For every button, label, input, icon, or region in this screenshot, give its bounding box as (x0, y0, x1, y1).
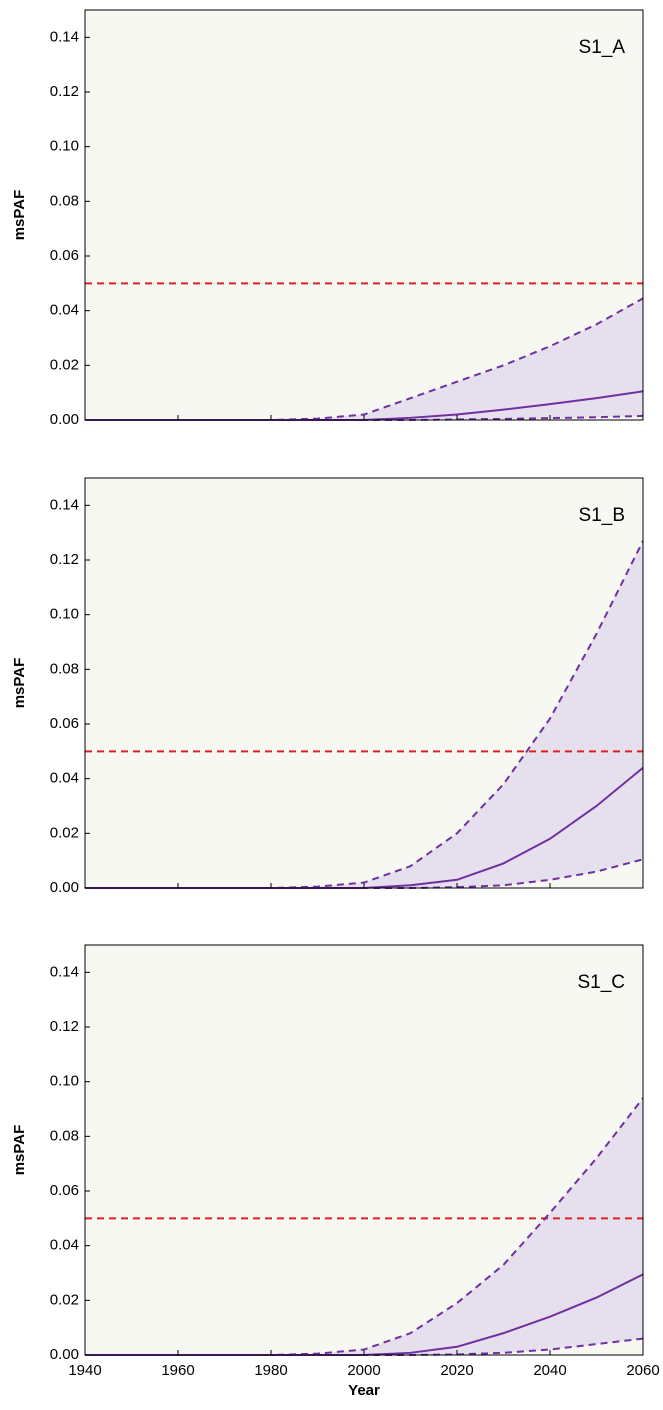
y-tick-label: 0.12 (50, 1018, 79, 1035)
y-axis-label: msPAF (11, 1125, 28, 1176)
y-tick-label: 0.00 (50, 879, 79, 896)
y-tick-label: 0.00 (50, 1346, 79, 1363)
y-tick-label: 0.14 (50, 963, 79, 980)
x-tick-label: 2060 (626, 1362, 659, 1379)
x-tick-label: 2000 (347, 1362, 380, 1379)
y-tick-label: 0.14 (50, 496, 79, 513)
y-tick-label: 0.04 (50, 302, 79, 319)
y-tick-label: 0.06 (50, 715, 79, 732)
y-tick-label: 0.02 (50, 824, 79, 841)
y-tick-label: 0.10 (50, 1073, 79, 1090)
bound-line (85, 297, 644, 421)
y-axis-label: msPAF (11, 658, 28, 709)
y-tick-label: 0.06 (50, 247, 79, 264)
y-tick-label: 0.12 (50, 551, 79, 568)
y-tick-label: 0.12 (50, 83, 79, 100)
y-tick-label: 0.02 (50, 356, 79, 373)
y-tick-label: 0.04 (50, 1237, 79, 1254)
bound-line (85, 1097, 644, 1356)
y-tick-label: 0.06 (50, 1182, 79, 1199)
y-tick-label: 0.02 (50, 1291, 79, 1308)
y-tick-label: 0.10 (50, 606, 79, 623)
panel-label: S1_B (579, 505, 625, 526)
y-tick-label: 0.04 (50, 770, 79, 787)
band (85, 1098, 643, 1355)
bound-line (85, 540, 644, 889)
x-axis-label: Year (348, 1382, 380, 1399)
band (85, 540, 643, 888)
x-tick-label: 1960 (161, 1362, 194, 1379)
y-tick-label: 0.08 (50, 192, 79, 209)
y-tick-label: 0.10 (50, 138, 79, 155)
band (85, 298, 643, 420)
y-tick-label: 0.14 (50, 28, 79, 45)
y-tick-label: 0.08 (50, 1127, 79, 1144)
y-tick-label: 0.00 (50, 411, 79, 428)
y-axis-label: msPAF (11, 190, 28, 241)
x-tick-label: 2040 (533, 1362, 566, 1379)
panel-label: S1_A (579, 37, 626, 58)
panel-label: S1_C (577, 972, 625, 993)
y-tick-label: 0.08 (50, 660, 79, 677)
x-tick-label: 1940 (68, 1362, 101, 1379)
x-tick-label: 1980 (254, 1362, 287, 1379)
x-tick-label: 2020 (440, 1362, 473, 1379)
